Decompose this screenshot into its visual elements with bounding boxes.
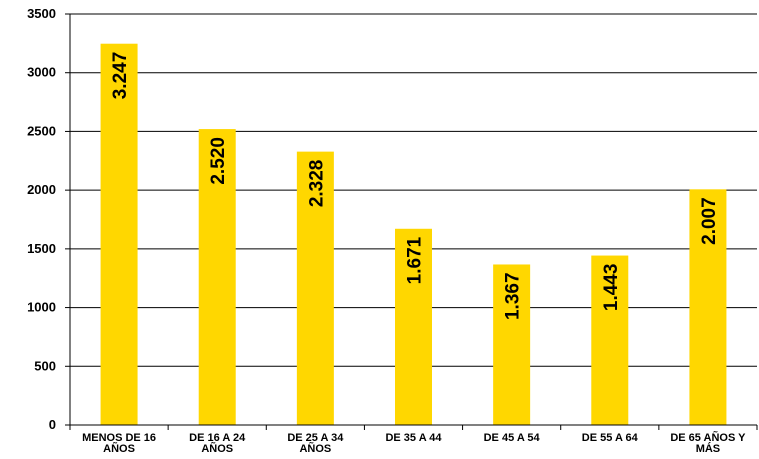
bar — [395, 228, 432, 425]
x-category-label: MÁS — [696, 442, 720, 455]
bar — [100, 43, 138, 426]
y-tick-label: 2000 — [27, 182, 56, 197]
y-tick-labels: 0 500 1000 1500 2000 2500 3000 3500 — [27, 6, 56, 432]
x-category-label: AÑOS — [201, 442, 233, 455]
x-category-label: DE 65 AÑOS Y — [670, 431, 746, 444]
bar — [591, 255, 629, 425]
x-category-label: MENOS DE 16 — [82, 432, 156, 444]
x-category-label: DE 35 A 44 — [385, 432, 442, 444]
y-tick-label: 1500 — [27, 241, 56, 256]
bar — [493, 264, 531, 425]
data-label: 1.443 — [601, 264, 622, 312]
axes — [65, 13, 758, 430]
x-category-label: AÑOS — [299, 442, 331, 455]
bar — [689, 189, 727, 425]
x-category-label: AÑOS — [103, 442, 135, 455]
y-tick-label: 2500 — [27, 123, 56, 138]
y-tick-label: 3000 — [27, 65, 56, 80]
y-tick-label: 0 — [49, 417, 56, 432]
x-category-label: DE 25 A 34 — [287, 432, 344, 444]
x-category-label: DE 55 A 64 — [582, 432, 639, 444]
y-tick-label: 500 — [34, 358, 56, 373]
x-category-label: DE 16 A 24 — [189, 432, 246, 444]
data-label: 2.328 — [306, 160, 327, 208]
bar — [198, 129, 236, 425]
y-tick-label: 1000 — [27, 300, 56, 315]
data-label: 1.367 — [503, 272, 524, 320]
bars — [100, 43, 727, 426]
data-label: 2.520 — [208, 137, 229, 185]
x-category-label: DE 45 A 54 — [484, 432, 541, 444]
bar — [296, 151, 334, 425]
data-label: 2.007 — [699, 197, 720, 245]
data-label: 3.247 — [110, 52, 131, 100]
y-tick-label: 3500 — [27, 6, 56, 21]
data-labels: 3.247 2.520 2.328 1.671 1.367 1.443 2.007 — [110, 52, 720, 320]
data-label: 1.671 — [405, 236, 426, 284]
